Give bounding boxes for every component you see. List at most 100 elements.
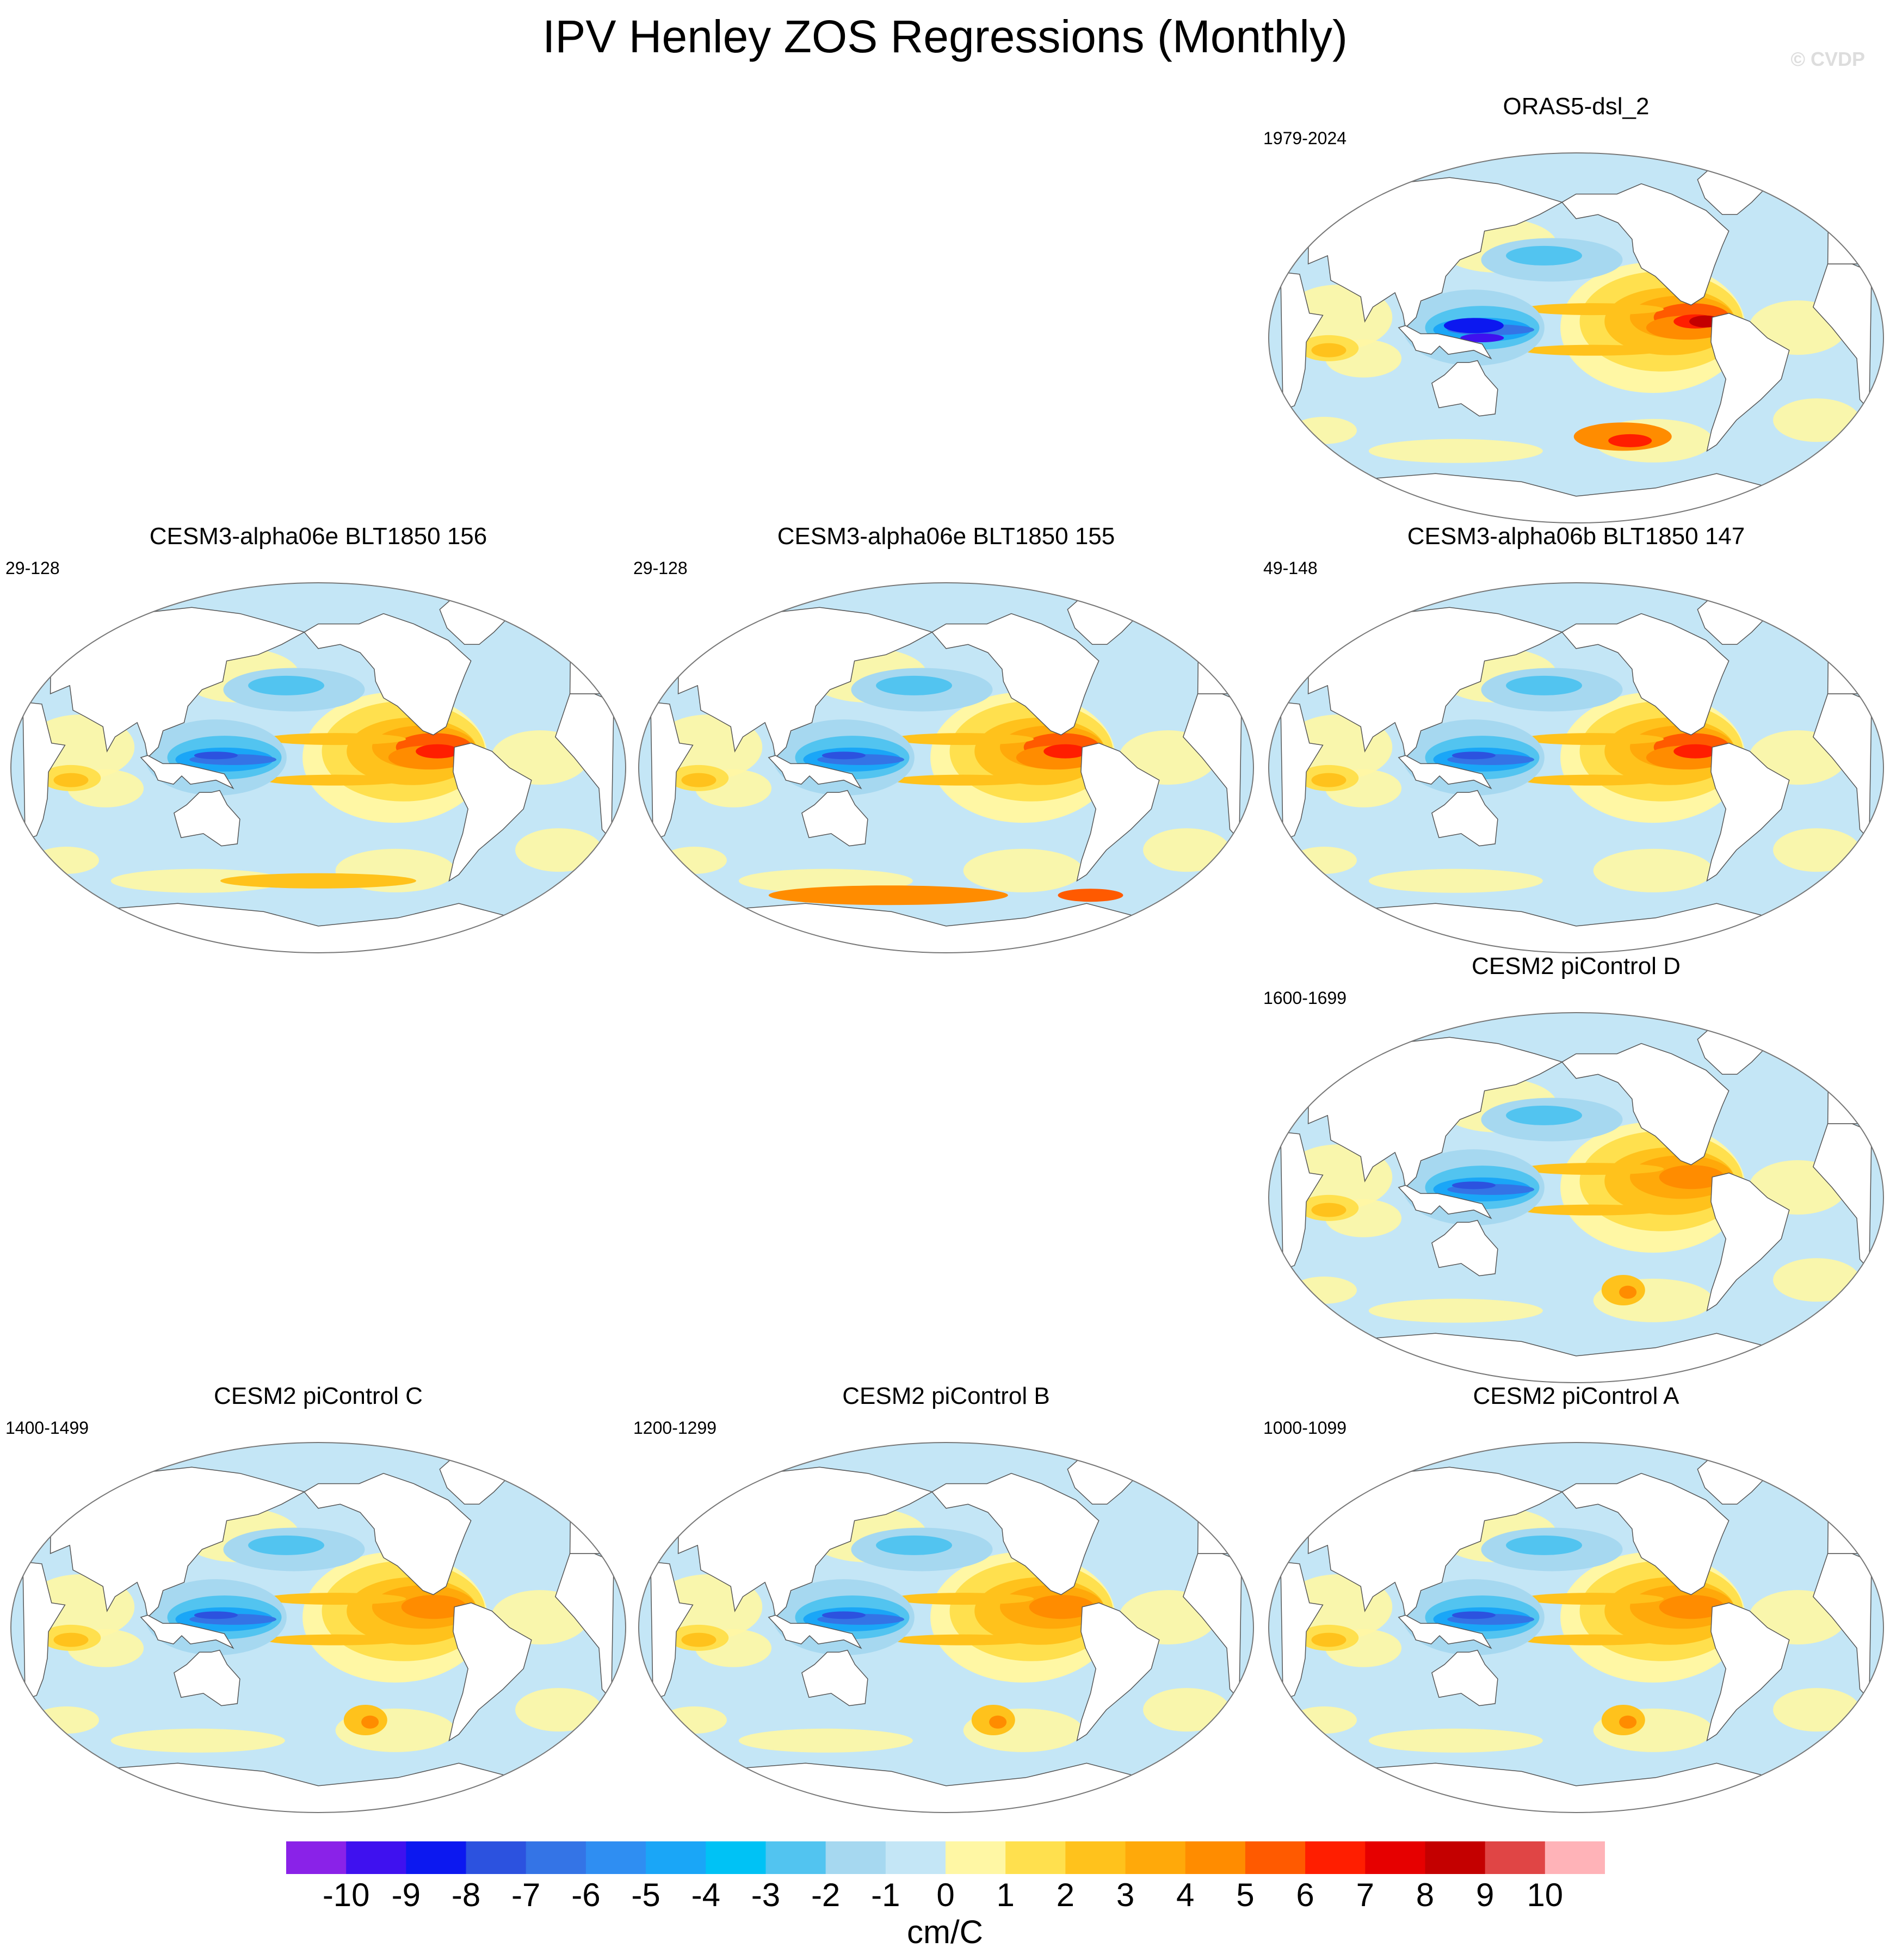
land-americaN — [931, 1472, 1100, 1595]
contour-shading — [1311, 1632, 1347, 1647]
colorbar-tick-label: 10 — [1527, 1877, 1564, 1913]
land-indonesia — [1398, 1614, 1492, 1649]
contour-shading — [264, 733, 406, 745]
contour-shading — [401, 1595, 467, 1619]
land-australia — [174, 790, 240, 847]
land-australia — [1431, 1649, 1498, 1706]
land-americaN — [1561, 1043, 1730, 1166]
panel-period: 1200-1299 — [633, 1418, 717, 1438]
land-asia — [1307, 1466, 1564, 1618]
land-americaS — [448, 1602, 532, 1742]
colorbar-swatch — [1125, 1841, 1186, 1874]
map-field — [11, 1443, 626, 1813]
land-australia — [1431, 790, 1498, 847]
panel-period: 1000-1099 — [1263, 1418, 1347, 1438]
colorbar-tick-label: 0 — [936, 1877, 955, 1913]
contour-shading — [822, 751, 866, 760]
contour-shading — [876, 675, 953, 695]
colorbar-swatch — [406, 1841, 467, 1874]
colorbar-tick-label: 7 — [1356, 1877, 1374, 1913]
contour-shading — [1506, 1535, 1583, 1555]
colorbar-swatch — [1005, 1841, 1066, 1874]
colorbar-tick-label: -1 — [871, 1877, 900, 1913]
map-field — [639, 1443, 1253, 1813]
panel-title: CESM2 piControl A — [1473, 1383, 1679, 1409]
contour-shading — [822, 1611, 866, 1619]
colorbar-tick-label: -3 — [751, 1877, 781, 1913]
colorbar-tick-label: -9 — [391, 1877, 421, 1913]
colorbar-swatch — [286, 1841, 347, 1874]
map-field — [11, 583, 626, 953]
colorbar-swatch — [1065, 1841, 1126, 1874]
colorbar-swatch — [946, 1841, 1006, 1874]
contour-shading — [1143, 828, 1231, 872]
map-panel: CESM3-alpha06e BLT1850 155 29-128 — [633, 521, 1259, 953]
colorbar-tick-label: -4 — [691, 1877, 720, 1913]
colorbar-tick-label: 9 — [1475, 1877, 1494, 1913]
contour-shading — [1506, 675, 1583, 695]
land-indonesia — [1398, 325, 1492, 360]
map-plot — [638, 1442, 1254, 1813]
panel-title: CESM2 piControl C — [214, 1383, 423, 1409]
contour-shading — [681, 773, 717, 787]
map-panel: CESM3-alpha06b BLT1850 147 49-148 — [1263, 521, 1889, 953]
map-field — [1269, 583, 1883, 953]
land-americaN — [1561, 183, 1730, 306]
land-americaS — [448, 742, 532, 882]
land-americaN — [1561, 613, 1730, 736]
contour-shading — [1460, 334, 1504, 342]
land-americaS — [1706, 312, 1790, 452]
contour-shading — [248, 1535, 325, 1555]
panel-period: 29-128 — [5, 558, 60, 578]
map-border — [10, 1442, 626, 1813]
colorbar-swatch — [646, 1841, 706, 1874]
colorbar-tick-label: 1 — [996, 1877, 1015, 1913]
land-asia — [677, 607, 934, 759]
colorbar-swatch — [825, 1841, 886, 1874]
map-border — [1268, 582, 1884, 953]
contour-shading — [989, 1715, 1007, 1729]
colorbar-tick-label: 8 — [1416, 1877, 1435, 1913]
colorbar-swatch — [1485, 1841, 1546, 1874]
contour-shading — [1506, 1105, 1583, 1125]
contour-shading — [1593, 848, 1713, 892]
panel-period: 49-148 — [1263, 558, 1318, 578]
map-panel: CESM2 piControl C 1400-1499 — [5, 1381, 631, 1813]
land-asia — [1307, 1037, 1564, 1188]
cvdp-watermark: © CVDP — [1790, 48, 1865, 70]
contour-shading — [53, 1632, 89, 1647]
colorbar-tick-label: 4 — [1176, 1877, 1195, 1913]
contour-shading — [1673, 744, 1718, 759]
land-americaS — [1706, 742, 1790, 882]
contour-shading — [1522, 1593, 1664, 1605]
contour-shading — [248, 675, 325, 695]
panel-period: 1979-2024 — [1263, 128, 1347, 148]
colorbar-tick-label: 5 — [1236, 1877, 1255, 1913]
contour-shading — [963, 848, 1083, 892]
contour-shading — [1659, 1165, 1725, 1189]
panel-period: 1600-1699 — [1263, 988, 1347, 1008]
colorbar-tick-label: -5 — [631, 1877, 660, 1913]
contour-shading — [1522, 344, 1664, 356]
contour-shading — [1506, 245, 1583, 266]
panel-title: CESM3-alpha06b BLT1850 147 — [1407, 523, 1745, 550]
land-americaS — [1076, 742, 1160, 882]
colorbar-tick-label: -2 — [811, 1877, 841, 1913]
colorbar-swatch — [706, 1841, 766, 1874]
contour-shading — [892, 1593, 1034, 1605]
colorbar-swatch — [1545, 1841, 1605, 1874]
land-australia — [174, 1649, 240, 1706]
contour-shading — [876, 1535, 953, 1555]
contour-shading — [1452, 1611, 1496, 1619]
contour-shading — [361, 1715, 379, 1729]
contour-shading — [515, 828, 603, 872]
colorbar-swatch — [585, 1841, 646, 1874]
colorbar-swatch — [885, 1841, 946, 1874]
land-asia — [50, 1466, 306, 1618]
contour-shading — [1522, 774, 1664, 786]
map-panel: CESM2 piControl B 1200-1299 — [633, 1381, 1259, 1813]
land-australia — [801, 1649, 868, 1706]
colorbar-tick-label: 6 — [1296, 1877, 1314, 1913]
contour-shading — [1368, 439, 1543, 463]
colorbar-swatch — [765, 1841, 826, 1874]
